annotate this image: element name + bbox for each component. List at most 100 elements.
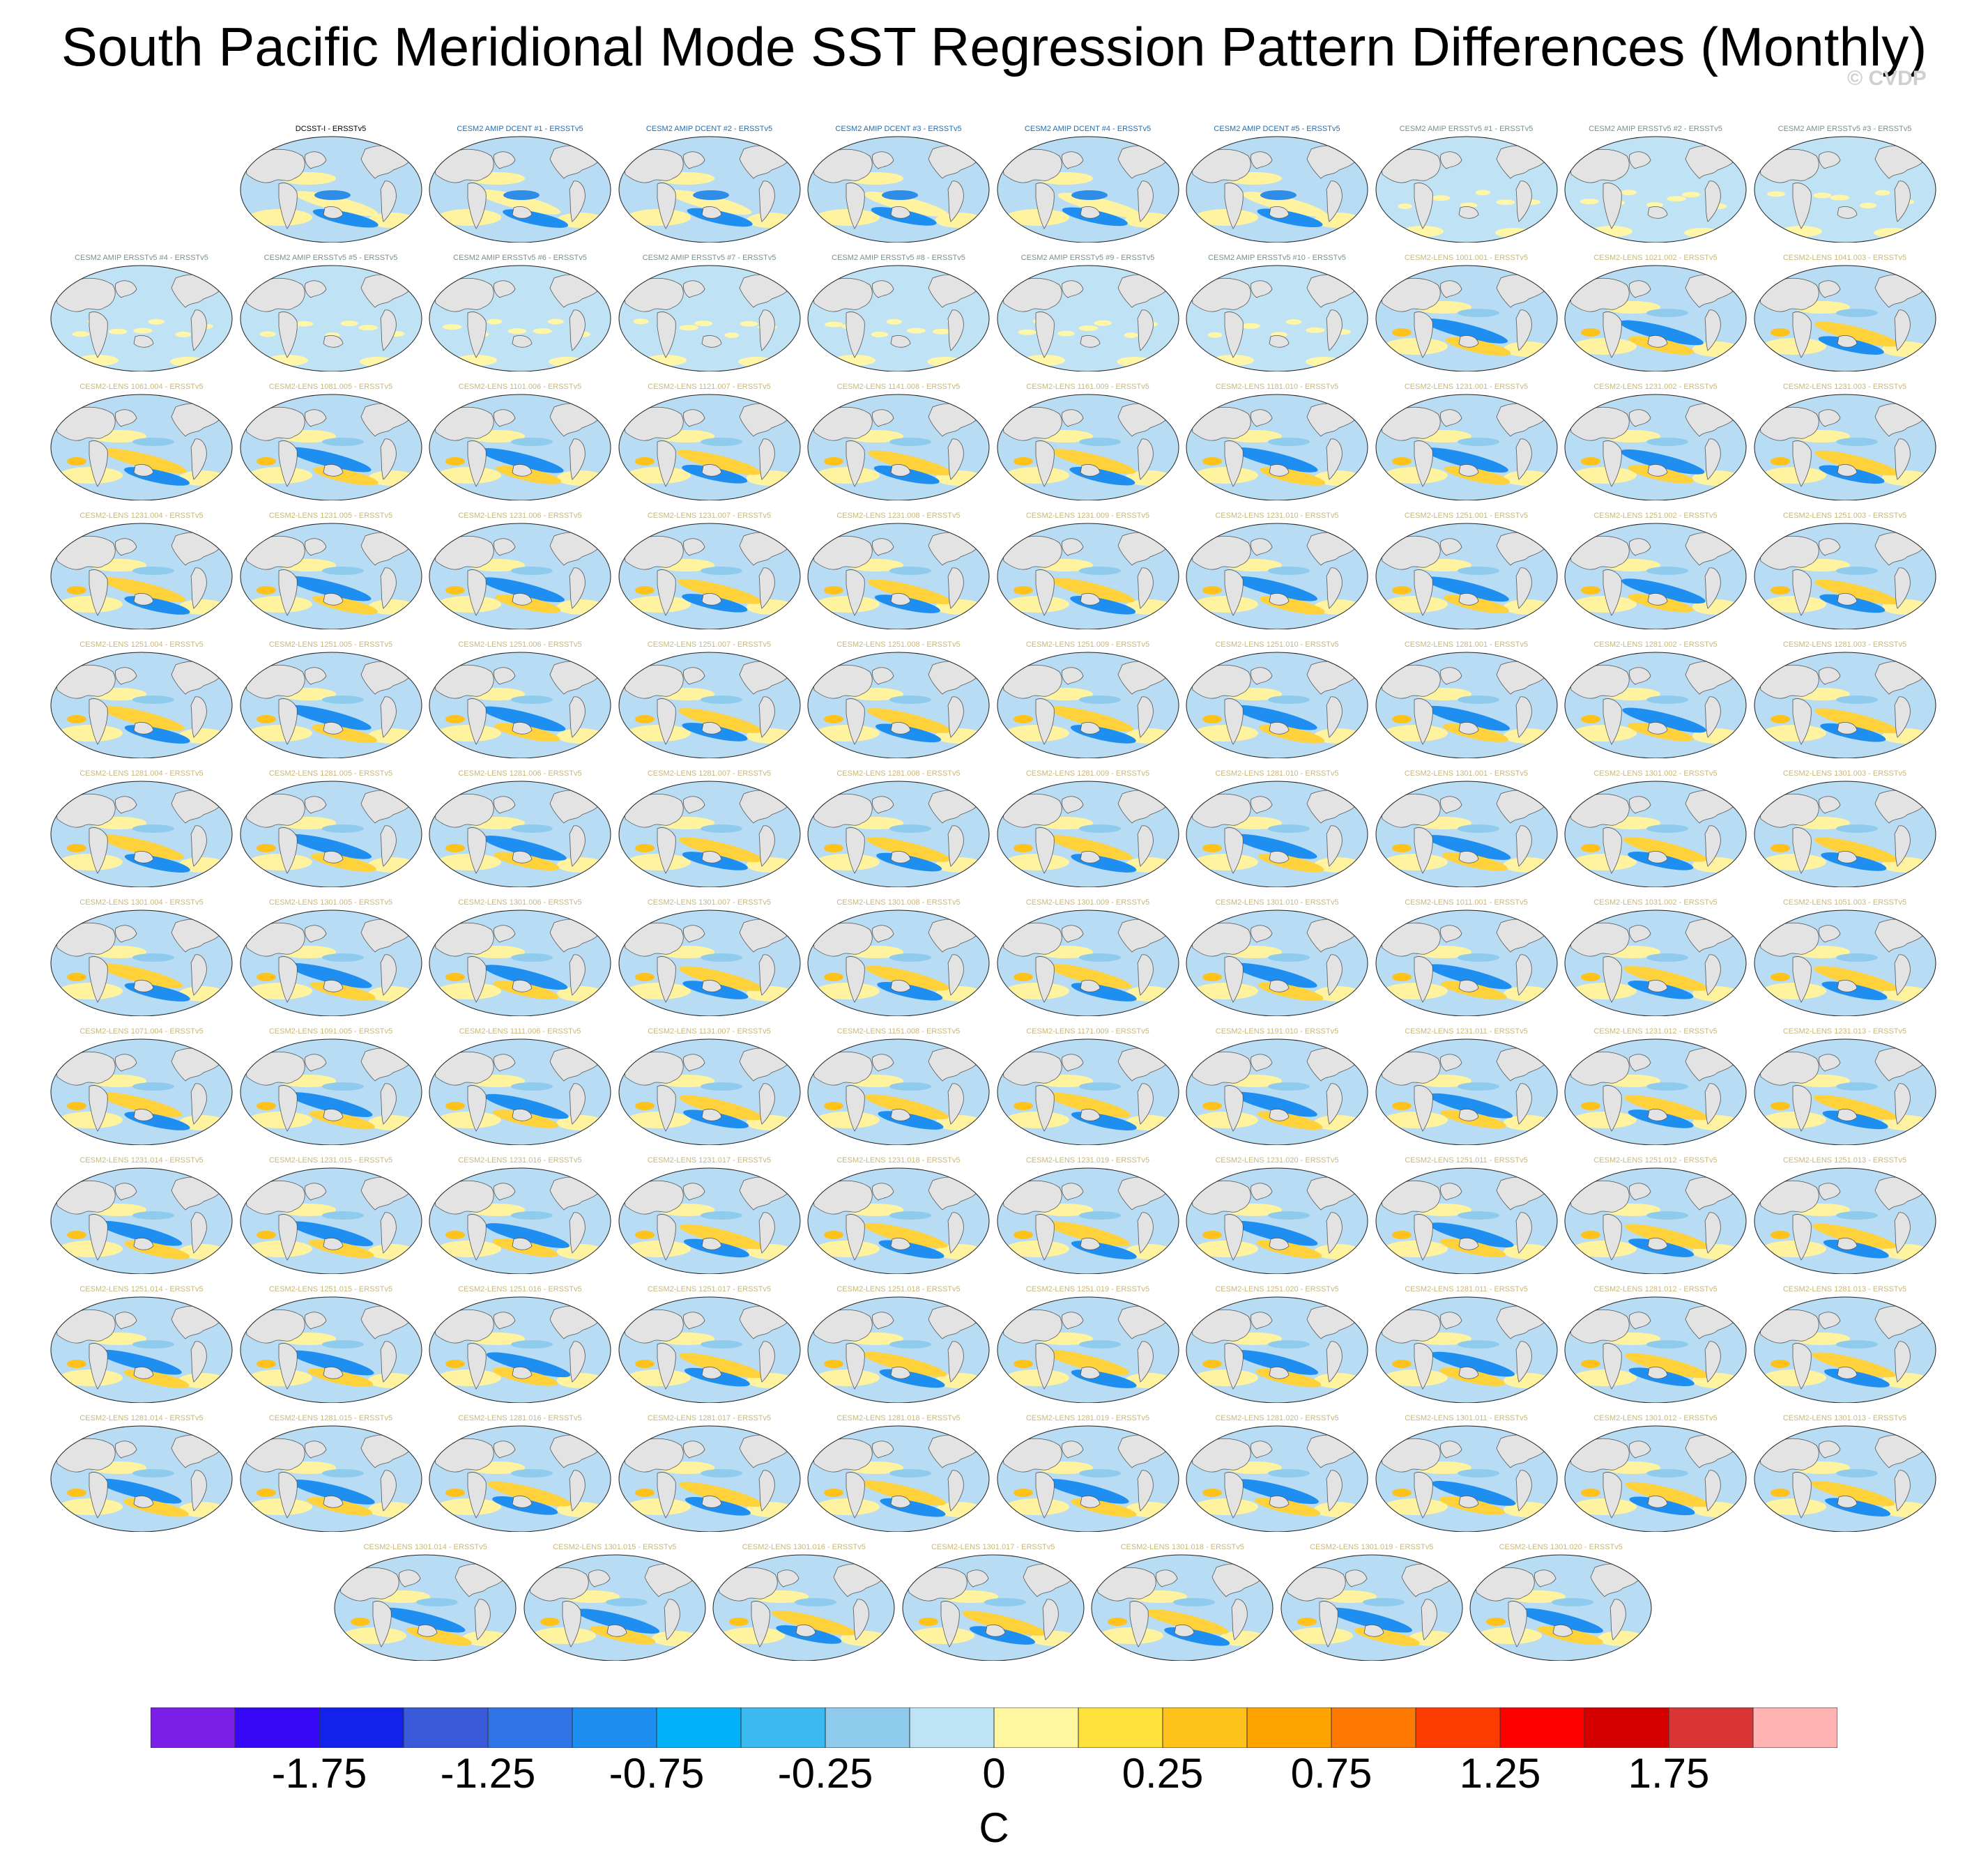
map-panel: CESM2-LENS 1001.001 - ERSSTv5: [1374, 253, 1559, 371]
panel-title: CESM2-LENS 1301.019 - ERSSTv5: [1310, 1543, 1434, 1551]
sst-map: [523, 1554, 706, 1661]
panel-title: CESM2-LENS 1231.009 - ERSSTv5: [1025, 512, 1150, 520]
sst-map: [240, 1425, 422, 1532]
map-panel: CESM2-LENS 1191.010 - ERSSTv5: [1184, 1027, 1370, 1145]
sst-map: [618, 1167, 800, 1274]
sst-map: [997, 909, 1179, 1016]
panel-title: CESM2-LENS 1191.010 - ERSSTv5: [1215, 1027, 1339, 1036]
panel-title: CESM2-LENS 1251.006 - ERSSTv5: [458, 640, 582, 649]
panel-title: CESM2-LENS 1101.006 - ERSSTv5: [458, 383, 582, 391]
sst-map: [1186, 652, 1368, 758]
sst-map: [997, 523, 1179, 629]
panel-title: CESM2-LENS 1021.002 - ERSSTv5: [1593, 254, 1718, 262]
sst-map: [240, 909, 422, 1016]
panel-title: CESM2 AMIP ERSSTv5 #10 - ERSSTv5: [1208, 254, 1346, 262]
colorbar-swatch: [656, 1707, 742, 1748]
sst-map: [618, 652, 800, 758]
map-panel: CESM2-LENS 1231.002 - ERSSTv5: [1563, 382, 1748, 500]
sst-map: [1375, 136, 1557, 243]
colorbar-tick-label: 0.75: [1290, 1750, 1373, 1797]
map-panel: CESM2-LENS 1011.001 - ERSSTv5: [1374, 898, 1559, 1016]
sst-map: [240, 523, 422, 629]
map-panel: CESM2-LENS 1251.003 - ERSSTv5: [1752, 511, 1938, 629]
panel-title: CESM2 AMIP ERSSTv5 #1 - ERSSTv5: [1399, 125, 1534, 133]
panel-title: CESM2-LENS 1251.003 - ERSSTv5: [1782, 512, 1907, 520]
sst-map: [807, 136, 990, 243]
map-panel: CESM2-LENS 1251.006 - ERSSTv5: [427, 640, 613, 758]
panel-title: CESM2-LENS 1181.010 - ERSSTv5: [1215, 383, 1339, 391]
map-panel: CESM2-LENS 1251.007 - ERSSTv5: [617, 640, 802, 758]
map-panel: CESM2-LENS 1071.004 - ERSSTv5: [49, 1027, 234, 1145]
panel-title: CESM2-LENS 1231.007 - ERSSTv5: [647, 512, 772, 520]
panel-title: CESM2-LENS 1281.018 - ERSSTv5: [836, 1414, 961, 1422]
panel-title: CESM2-LENS 1231.003 - ERSSTv5: [1782, 383, 1907, 391]
sst-map: [807, 1038, 990, 1145]
panel-title: CESM2-LENS 1251.010 - ERSSTv5: [1215, 640, 1339, 649]
map-panel: CESM2-LENS 1301.012 - ERSSTv5: [1563, 1413, 1748, 1532]
colorbar-swatch: [1162, 1707, 1248, 1748]
map-panel: CESM2 AMIP ERSSTv5 #7 - ERSSTv5: [617, 253, 802, 371]
panel-title: CESM2-LENS 1251.004 - ERSSTv5: [79, 640, 204, 649]
sst-map: [997, 136, 1179, 243]
sst-map: [807, 265, 990, 371]
sst-map: [1186, 1038, 1368, 1145]
panel-title: CESM2-LENS 1301.012 - ERSSTv5: [1593, 1414, 1718, 1422]
panel-title: CESM2-LENS 1051.003 - ERSSTv5: [1782, 898, 1907, 907]
map-panel: CESM2-LENS 1231.012 - ERSSTv5: [1563, 1027, 1748, 1145]
sst-map: [618, 136, 800, 243]
panel-title: CESM2-LENS 1061.004 - ERSSTv5: [79, 383, 204, 391]
sst-map: [997, 1296, 1179, 1403]
map-panel: CESM2 AMIP DCENT #4 - ERSSTv5: [995, 124, 1181, 243]
colorbar-tick-label: -1.75: [271, 1750, 367, 1797]
map-panel: CESM2-LENS 1231.015 - ERSSTv5: [238, 1156, 424, 1274]
sst-map: [1375, 1425, 1557, 1532]
panel-title: CESM2-LENS 1281.010 - ERSSTv5: [1215, 769, 1339, 778]
sst-map: [1754, 523, 1936, 629]
map-panel: CESM2-LENS 1301.010 - ERSSTv5: [1184, 898, 1370, 1016]
panel-title: CESM2-LENS 1111.006 - ERSSTv5: [459, 1027, 581, 1036]
sst-map: [1375, 652, 1557, 758]
map-panel: CESM2-LENS 1281.006 - ERSSTv5: [427, 769, 613, 887]
sst-map: [429, 1167, 611, 1274]
map-panel: CESM2 AMIP ERSSTv5 #9 - ERSSTv5: [995, 253, 1181, 371]
map-panel: CESM2-LENS 1061.004 - ERSSTv5: [49, 382, 234, 500]
map-panel: CESM2 AMIP ERSSTv5 #4 - ERSSTv5: [49, 253, 234, 371]
sst-map: [618, 909, 800, 1016]
sst-map: [429, 523, 611, 629]
map-panel: CESM2-LENS 1301.016 - ERSSTv5: [711, 1542, 896, 1661]
map-panel: CESM2-LENS 1281.013 - ERSSTv5: [1752, 1284, 1938, 1403]
map-panel: CESM2-LENS 1281.010 - ERSSTv5: [1184, 769, 1370, 887]
panel-title: CESM2-LENS 1231.019 - ERSSTv5: [1025, 1156, 1150, 1165]
sst-map: [429, 781, 611, 887]
map-panel: CESM2-LENS 1301.018 - ERSSTv5: [1089, 1542, 1275, 1661]
panel-title: CESM2-LENS 1301.008 - ERSSTv5: [836, 898, 961, 907]
panel-title: CESM2-LENS 1301.015 - ERSSTv5: [553, 1543, 677, 1551]
panel-title: CESM2-LENS 1251.016 - ERSSTv5: [458, 1285, 582, 1293]
sst-map: [50, 1296, 233, 1403]
map-panel: CESM2-LENS 1301.011 - ERSSTv5: [1374, 1413, 1559, 1532]
map-panel: CESM2-LENS 1281.018 - ERSSTv5: [806, 1413, 991, 1532]
map-panel: CESM2-LENS 1231.014 - ERSSTv5: [49, 1156, 234, 1274]
map-panel: CESM2-LENS 1231.016 - ERSSTv5: [427, 1156, 613, 1274]
sst-map: [50, 265, 233, 371]
colorbar-swatch: [1668, 1707, 1754, 1748]
panel-title: CESM2-LENS 1031.002 - ERSSTv5: [1593, 898, 1718, 907]
sst-map: [807, 781, 990, 887]
map-panel: CESM2-LENS 1281.011 - ERSSTv5: [1374, 1284, 1559, 1403]
map-panel: CESM2-LENS 1251.004 - ERSSTv5: [49, 640, 234, 758]
panel-title: CESM2-LENS 1251.002 - ERSSTv5: [1593, 512, 1718, 520]
map-panel: CESM2-LENS 1181.010 - ERSSTv5: [1184, 382, 1370, 500]
colorbar-swatch: [151, 1707, 236, 1748]
panel-title: CESM2-LENS 1301.002 - ERSSTv5: [1593, 769, 1718, 778]
map-panel: CESM2-LENS 1141.008 - ERSSTv5: [806, 382, 991, 500]
sst-map: [1186, 265, 1368, 371]
panel-grid: DCSST-I - ERSSTv5 CESM2 AMIP DCENT #1 - E…: [49, 124, 1938, 1661]
sst-map: [240, 136, 422, 243]
colorbar-swatch: [1415, 1707, 1501, 1748]
panel-title: CESM2 AMIP ERSSTv5 #9 - ERSSTv5: [1020, 254, 1155, 262]
panel-title: CESM2-LENS 1251.015 - ERSSTv5: [268, 1285, 393, 1293]
panel-title: CESM2 AMIP DCENT #2 - ERSSTv5: [645, 125, 773, 133]
map-panel: CESM2-LENS 1131.007 - ERSSTv5: [617, 1027, 802, 1145]
sst-map: [50, 523, 233, 629]
panel-title: CESM2-LENS 1231.018 - ERSSTv5: [836, 1156, 961, 1165]
